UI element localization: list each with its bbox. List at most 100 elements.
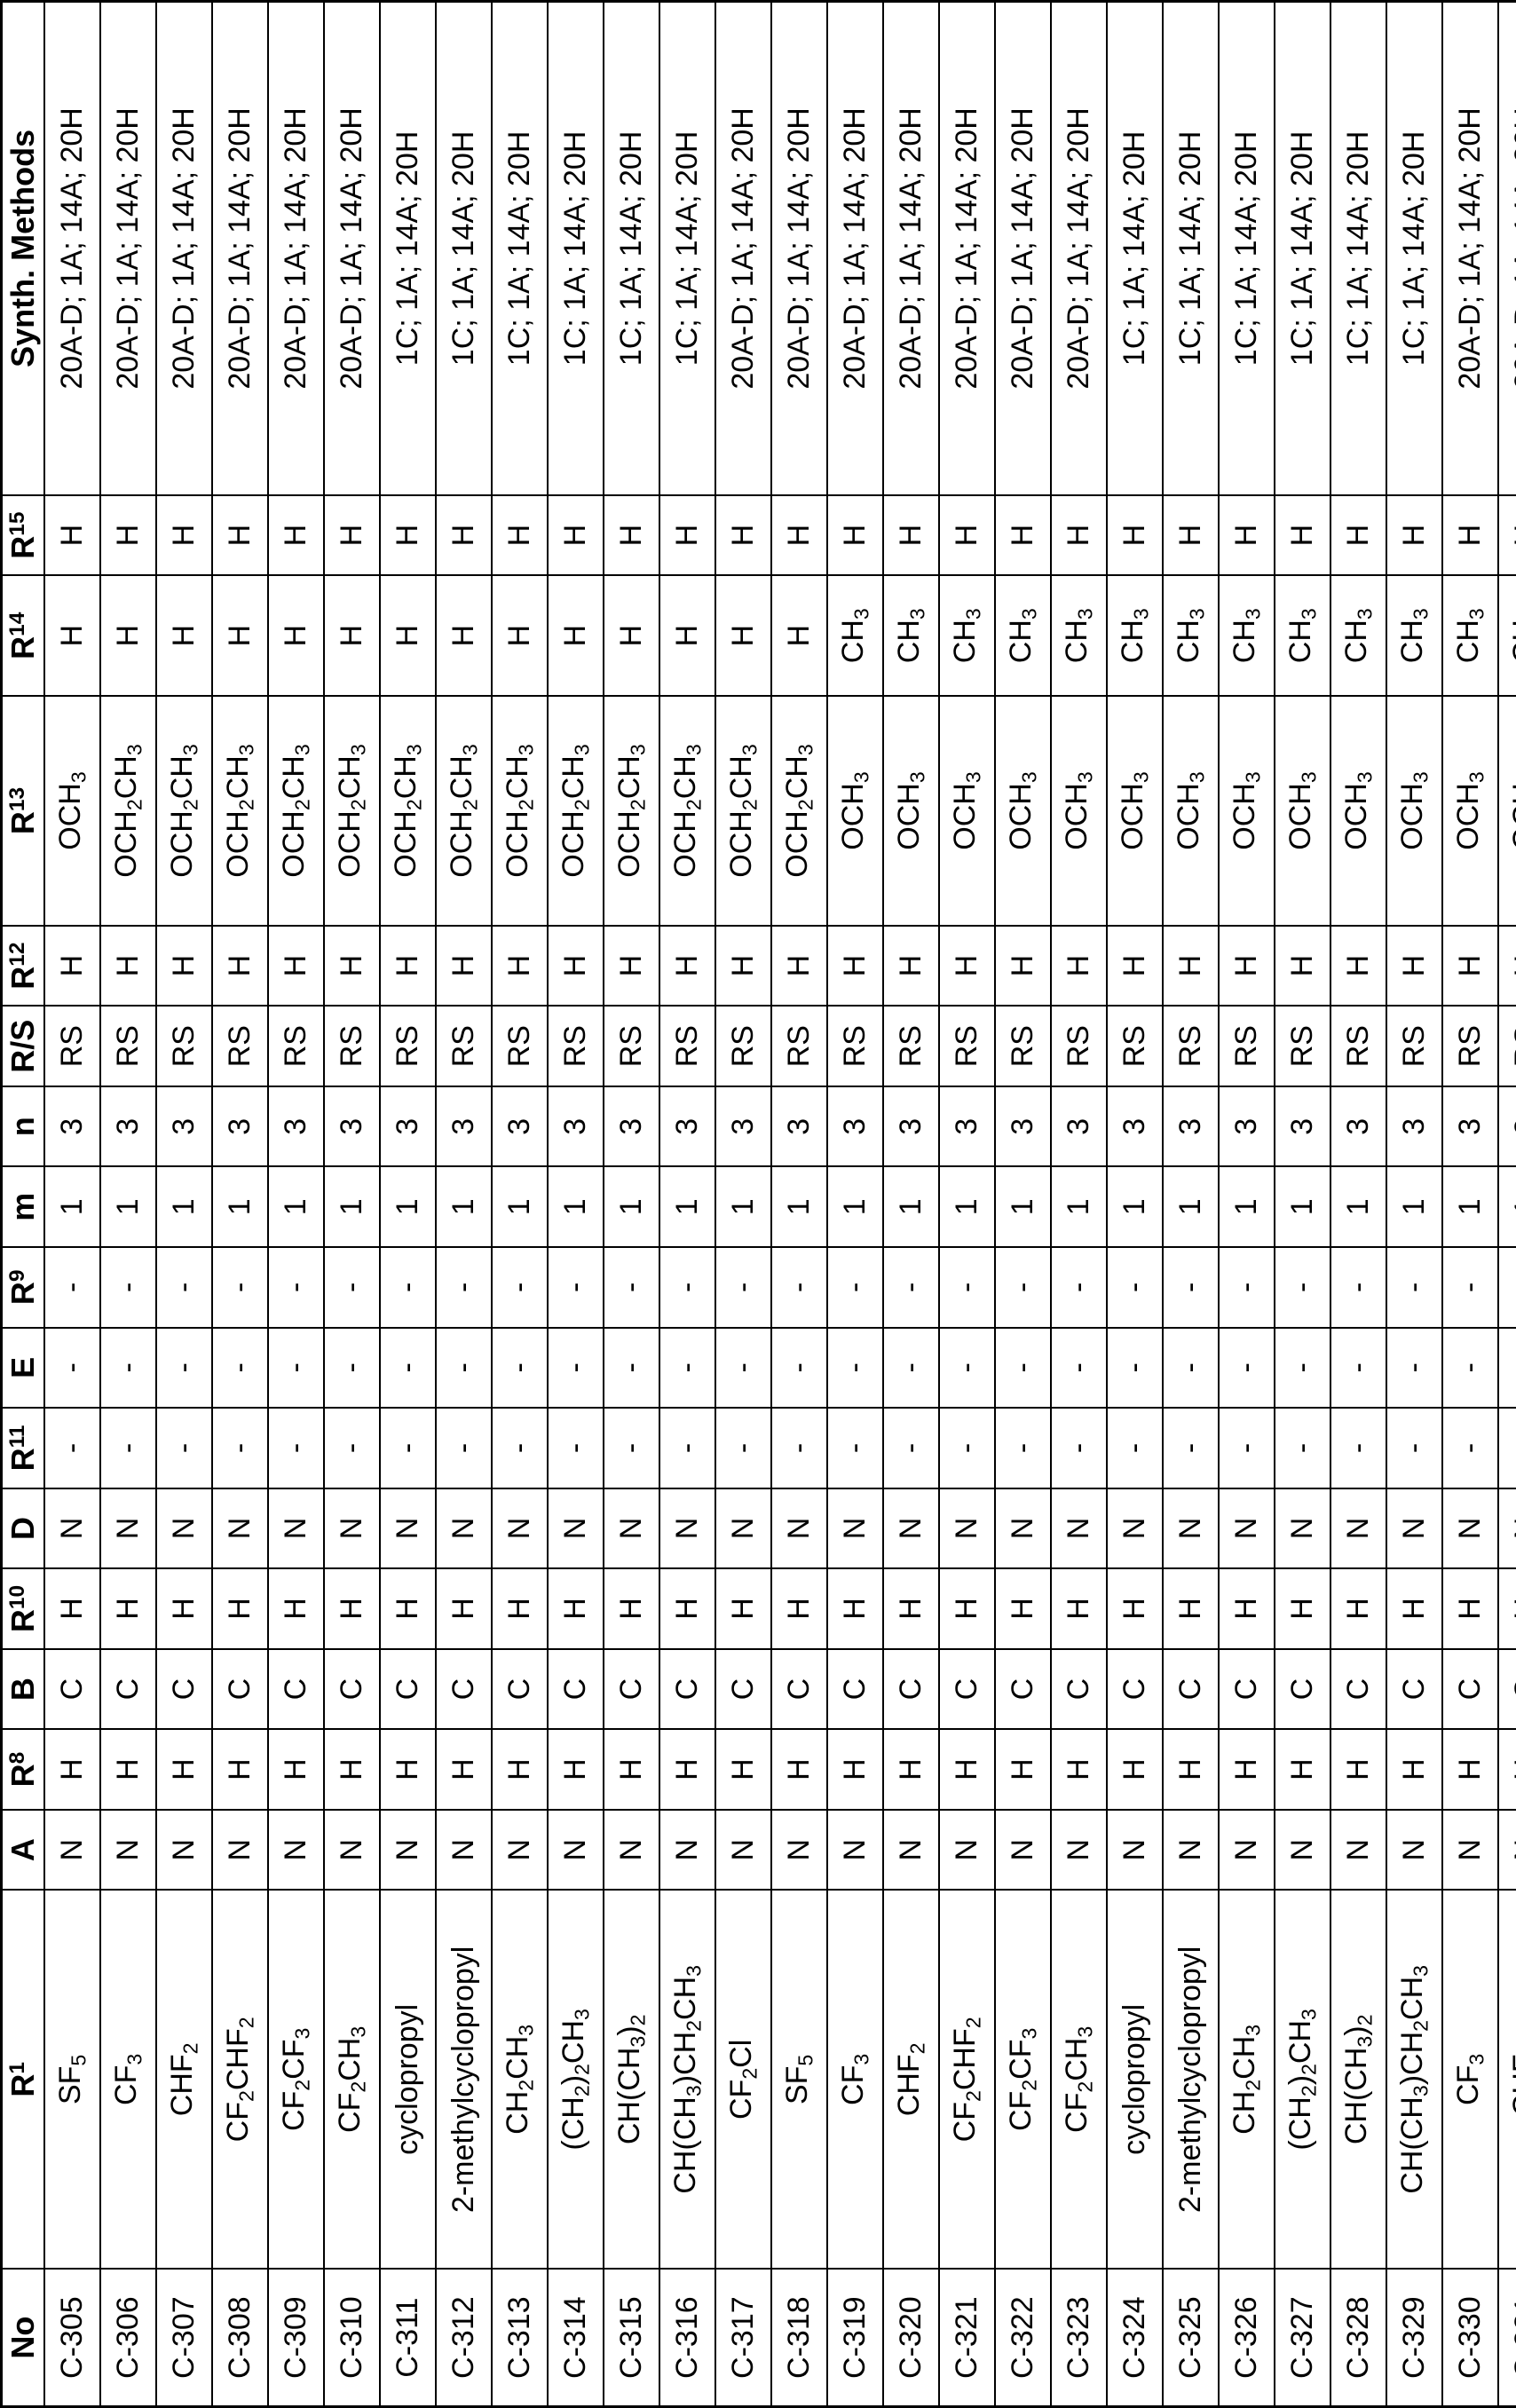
cell-r8: H <box>436 1729 492 1810</box>
cell-b: C <box>1051 1649 1107 1730</box>
cell-synth: 20A-D; 1A; 14A; 20H <box>715 2 771 495</box>
column-header-a: A <box>2 1810 45 1891</box>
cell-d: N <box>1051 1488 1107 1569</box>
cell-r8: H <box>1498 1729 1516 1810</box>
cell-rs: RS <box>995 1006 1051 1086</box>
cell-r8: H <box>44 1729 100 1810</box>
cell-r8: H <box>1107 1729 1163 1810</box>
column-header-r9: R9 <box>2 1247 45 1328</box>
cell-r8: H <box>1442 1729 1498 1810</box>
cell-synth: 1C; 1A; 14A; 20H <box>1107 2 1163 495</box>
cell-e: - <box>604 1328 659 1409</box>
cell-r13: OCH2CH3 <box>380 696 436 926</box>
cell-r10: H <box>156 1568 212 1649</box>
table-row: C-326CH2CH3NHCHN---13RSHOCH3CH3H1C; 1A; … <box>1219 2 1275 2407</box>
cell-m: 1 <box>771 1167 827 1248</box>
cell-n: 3 <box>380 1086 436 1167</box>
cell-no: C-322 <box>995 2269 1051 2406</box>
cell-synth: 1C; 1A; 14A; 20H <box>1386 2 1442 495</box>
cell-r10: H <box>44 1568 100 1649</box>
cell-d: N <box>604 1488 659 1569</box>
cell-r10: H <box>715 1568 771 1649</box>
cell-r15: H <box>436 495 492 576</box>
table-row: C-305SF5NHCHN---13RSHOCH3HH20A-D; 1A; 14… <box>44 2 100 2407</box>
cell-r9: - <box>492 1247 548 1328</box>
column-header-rs: R/S <box>2 1006 45 1086</box>
cell-r8: H <box>1163 1729 1219 1810</box>
cell-d: N <box>659 1488 715 1569</box>
cell-r1: CH(CH3)2 <box>1330 1890 1386 2269</box>
cell-e: - <box>1275 1328 1330 1409</box>
cell-a: N <box>883 1810 939 1891</box>
cell-synth: 1C; 1A; 14A; 20H <box>604 2 659 495</box>
cell-r8: H <box>995 1729 1051 1810</box>
cell-a: N <box>380 1810 436 1891</box>
cell-no: C-314 <box>548 2269 604 2406</box>
cell-no: C-325 <box>1163 2269 1219 2406</box>
cell-r1: SF5 <box>771 1890 827 2269</box>
cell-r13: OCH2CH3 <box>715 696 771 926</box>
cell-r12: H <box>1275 926 1330 1007</box>
cell-r11: - <box>939 1408 995 1488</box>
cell-d: N <box>1163 1488 1219 1569</box>
cell-rs: RS <box>380 1006 436 1086</box>
cell-n: 3 <box>1107 1086 1163 1167</box>
cell-r8: H <box>268 1729 324 1810</box>
cell-r9: - <box>436 1247 492 1328</box>
table-row: C-309CF2CF3NHCHN---13RSHOCH2CH3HH20A-D; … <box>268 2 324 2407</box>
cell-r9: - <box>100 1247 156 1328</box>
cell-r8: H <box>1386 1729 1442 1810</box>
cell-m: 1 <box>44 1167 100 1248</box>
cell-rs: RS <box>1498 1006 1516 1086</box>
cell-m: 1 <box>659 1167 715 1248</box>
cell-m: 1 <box>827 1167 883 1248</box>
cell-r13: OCH2CH3 <box>604 696 659 926</box>
cell-b: C <box>100 1649 156 1730</box>
cell-e: - <box>1498 1328 1516 1409</box>
cell-a: N <box>100 1810 156 1891</box>
cell-n: 3 <box>1386 1086 1442 1167</box>
cell-r10: H <box>1163 1568 1219 1649</box>
cell-a: N <box>156 1810 212 1891</box>
column-header-r13: R13 <box>2 696 45 926</box>
cell-r15: H <box>1442 495 1498 576</box>
cell-r9: - <box>1442 1247 1498 1328</box>
cell-a: N <box>212 1810 268 1891</box>
cell-b: C <box>44 1649 100 1730</box>
table-row: C-320CHF2NHCHN---13RSHOCH3CH3H20A-D; 1A;… <box>883 2 939 2407</box>
cell-r1: CF2CF3 <box>995 1890 1051 2269</box>
cell-r12: H <box>492 926 548 1007</box>
cell-r9: - <box>883 1247 939 1328</box>
cell-r14: CH3 <box>1219 575 1275 696</box>
cell-r8: H <box>883 1729 939 1810</box>
cell-synth: 20A-D; 1A; 14A; 20H <box>212 2 268 495</box>
cell-no: C-330 <box>1442 2269 1498 2406</box>
cell-r9: - <box>1330 1247 1386 1328</box>
cell-synth: 1C; 1A; 14A; 20H <box>1275 2 1330 495</box>
cell-b: C <box>156 1649 212 1730</box>
cell-synth: 20A-D; 1A; 14A; 20H <box>995 2 1051 495</box>
cell-d: N <box>827 1488 883 1569</box>
table-row: C-307CHF2NHCHN---13RSHOCH2CH3HH20A-D; 1A… <box>156 2 212 2407</box>
cell-d: N <box>1275 1488 1330 1569</box>
cell-d: N <box>268 1488 324 1569</box>
cell-r11: - <box>883 1408 939 1488</box>
table-row: C-331CHF2NHCHN---13RSHOCH3CH3H20A-D; 1A;… <box>1498 2 1516 2407</box>
cell-r15: H <box>1219 495 1275 576</box>
cell-n: 3 <box>604 1086 659 1167</box>
cell-r9: - <box>1498 1247 1516 1328</box>
cell-r14: H <box>548 575 604 696</box>
cell-r15: H <box>1051 495 1107 576</box>
cell-a: N <box>659 1810 715 1891</box>
cell-r1: CH(CH3)CH2CH3 <box>1386 1890 1442 2269</box>
cell-rs: RS <box>1051 1006 1107 1086</box>
cell-r12: H <box>659 926 715 1007</box>
cell-r9: - <box>1219 1247 1275 1328</box>
cell-r11: - <box>324 1408 380 1488</box>
cell-r1: CF3 <box>100 1890 156 2269</box>
cell-m: 1 <box>212 1167 268 1248</box>
chemical-substituent-table: NoR1AR8BR10DR11ER9mnR/SR12R13R14R15Synth… <box>0 0 1516 2408</box>
cell-r12: H <box>1330 926 1386 1007</box>
cell-rs: RS <box>604 1006 659 1086</box>
cell-no: C-310 <box>324 2269 380 2406</box>
